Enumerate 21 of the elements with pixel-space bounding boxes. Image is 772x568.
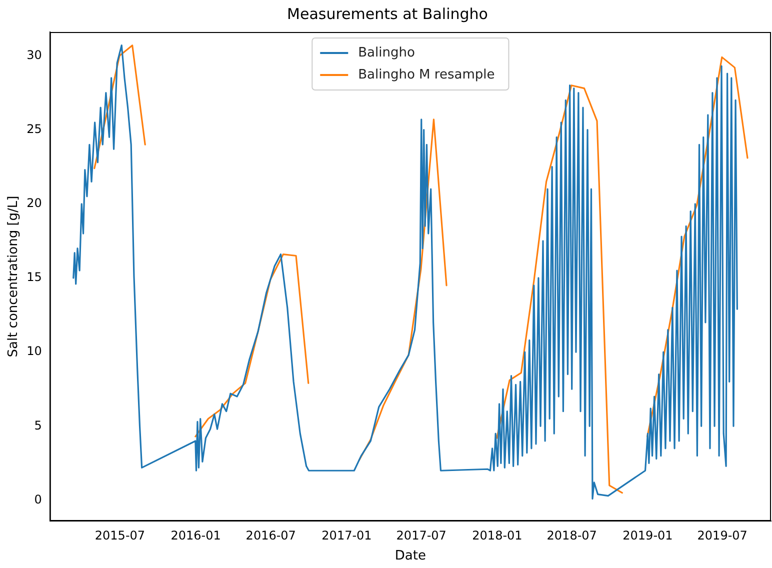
y-tick-label: 5: [34, 418, 42, 432]
y-tick-label: 10: [26, 344, 42, 358]
x-tick-label: 2017-07: [396, 528, 446, 542]
x-tick-label: 2019-07: [697, 528, 748, 542]
legend-label: Balingho M resample: [358, 67, 495, 82]
legend-label: Balingho: [358, 45, 415, 60]
x-tick-label: 2018-01: [472, 528, 522, 542]
x-tick-label: 2017-01: [322, 528, 372, 542]
y-axis-title: Salt concentrationg [g/L]: [6, 196, 22, 358]
x-tick-label: 2016-01: [170, 528, 221, 542]
y-tick-label: 15: [26, 270, 42, 284]
y-tick-label: 20: [26, 196, 42, 210]
y-tick-label: 25: [26, 122, 42, 136]
y-tick-label: 0: [34, 492, 42, 506]
x-axis-title: Date: [394, 548, 426, 564]
chart-title: Measurements at Balingho: [287, 4, 488, 23]
x-tick-label: 2015-07: [94, 528, 146, 542]
x-tick-label: 2019-01: [622, 528, 673, 542]
x-tick-label: 2016-07: [246, 528, 296, 542]
x-tick-label: 2018-07: [546, 528, 597, 542]
y-tick-label: 30: [26, 48, 42, 62]
